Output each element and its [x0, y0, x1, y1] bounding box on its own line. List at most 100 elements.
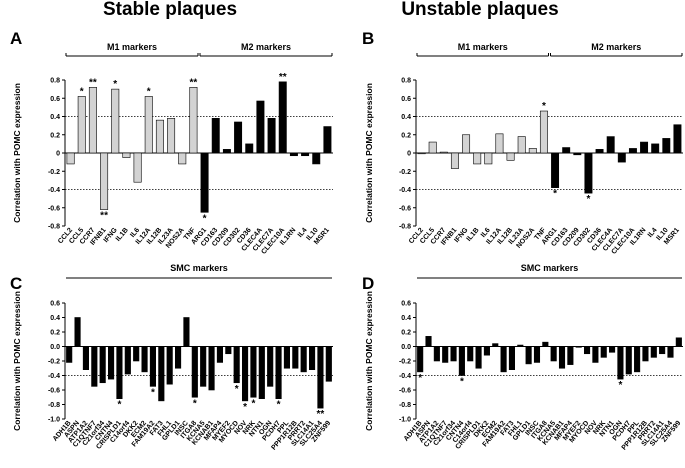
bar	[278, 81, 287, 154]
bar	[88, 87, 97, 154]
bar	[222, 149, 231, 154]
bar	[245, 143, 254, 154]
unstable-plaques-header: Unstable plaques	[401, 0, 558, 20]
bar	[111, 88, 120, 154]
bar	[174, 346, 182, 369]
bar	[662, 138, 671, 154]
panel-letter: D	[362, 274, 374, 293]
bar	[617, 346, 624, 380]
bar	[475, 346, 482, 369]
bar	[542, 341, 549, 347]
bar	[122, 152, 131, 158]
panel-letter: C	[10, 274, 22, 293]
bar	[442, 346, 449, 363]
bar	[149, 346, 157, 387]
bar	[283, 346, 291, 369]
bar	[595, 149, 604, 154]
panel-a: A 0.8 0.6 0.4 0.2 0 -0.2 -0.4 -0.6 -0.8 Correlati…	[10, 29, 333, 256]
bar	[178, 152, 187, 165]
bar	[66, 346, 73, 363]
bar	[506, 152, 515, 161]
bar	[216, 346, 224, 363]
bar	[617, 152, 626, 163]
bar	[609, 346, 616, 353]
significance-marker: *	[277, 400, 281, 411]
y-tick-label: -0.4	[399, 187, 411, 194]
bar	[450, 152, 459, 169]
significance-marker: *	[147, 86, 151, 97]
significance-marker: **	[279, 72, 287, 83]
bar	[428, 141, 437, 154]
significance-marker: *	[460, 377, 464, 388]
y-tick-label: -0.6	[48, 205, 60, 212]
bar	[300, 346, 307, 373]
bar	[483, 346, 490, 356]
significance-marker: *	[80, 86, 84, 97]
bar	[533, 346, 541, 363]
bar	[575, 346, 582, 348]
significance-marker: **	[89, 77, 97, 88]
y-tick-label: -1.0	[399, 417, 411, 424]
bar	[267, 118, 276, 154]
significance-marker: *	[113, 79, 117, 90]
bar	[484, 152, 493, 165]
y-tick-label: 0.2	[401, 132, 411, 139]
category-label: IL4	[647, 227, 659, 239]
bar	[258, 346, 265, 400]
category-label: IL1B	[466, 227, 481, 243]
significance-marker: **	[317, 409, 325, 420]
significance-marker: *	[418, 373, 422, 384]
stable-plaques-header: Stable plaques	[103, 0, 237, 20]
bar	[458, 346, 465, 376]
y-tick-label: -0.8	[399, 402, 411, 409]
panel-b: B 0.8 0.6 0.4 0.2 0 -0.2 -0.4 -0.6 -0.8 Correlati…	[362, 29, 683, 256]
y-tick-label: 0	[56, 151, 60, 158]
y-tick-label: 0.2	[50, 330, 60, 337]
bar	[325, 346, 332, 382]
bar	[158, 346, 165, 402]
bar	[167, 118, 176, 154]
bar	[667, 346, 674, 358]
bar	[267, 346, 274, 387]
y-tick-label: -0.2	[48, 169, 60, 176]
y-tick-label: -1.0	[48, 417, 60, 424]
y-axis-label: Correlation with POMC expression	[12, 83, 22, 223]
y-tick-label: 0.0	[50, 344, 60, 351]
bar	[74, 317, 81, 347]
y-tick-label: 0.6	[401, 301, 411, 308]
bar	[189, 87, 198, 154]
significance-marker: *	[586, 194, 590, 205]
bar	[91, 346, 98, 387]
bar	[659, 346, 666, 355]
significance-marker: *	[542, 101, 546, 112]
bar	[308, 346, 316, 371]
category-label: IL6	[480, 227, 492, 239]
significance-marker: **	[190, 77, 198, 88]
y-axis-label: Correlation with POMC expression	[364, 291, 374, 431]
bar	[124, 346, 131, 375]
bar	[495, 133, 504, 154]
bar	[225, 346, 232, 355]
bar	[584, 152, 593, 194]
bar	[116, 346, 123, 400]
y-tick-label: 0.0	[401, 344, 411, 351]
bar	[289, 152, 298, 157]
bar	[141, 346, 148, 373]
y-axis-label: Correlation with POMC expression	[12, 291, 22, 431]
bar	[558, 346, 566, 369]
panel-letter: B	[362, 29, 374, 48]
bar	[166, 346, 173, 385]
significance-marker: *	[243, 402, 247, 413]
bar	[200, 152, 209, 213]
bar	[275, 346, 282, 400]
bar	[200, 346, 207, 387]
bar	[191, 346, 198, 398]
y-tick-label: 0.4	[50, 315, 60, 322]
group-label: SMC markers	[170, 263, 228, 273]
category-label: IL1B	[115, 227, 130, 243]
bar	[562, 147, 571, 154]
bar	[492, 343, 499, 347]
y-tick-label: -0.6	[399, 205, 411, 212]
y-tick-label: -0.8	[399, 224, 411, 231]
